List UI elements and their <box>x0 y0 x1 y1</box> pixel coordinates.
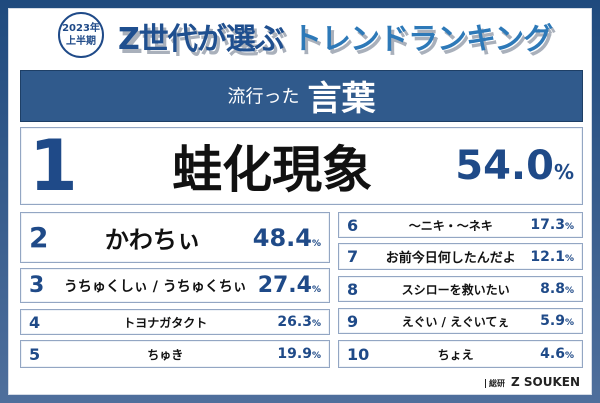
word: ちょえ <box>437 347 474 362</box>
percentage: 27.4% <box>258 273 321 298</box>
rank-number: 10 <box>347 344 370 364</box>
word: かわちぃ <box>104 226 201 254</box>
title-trend-ranking: トレンドランキング <box>292 22 553 57</box>
ranking-item: 10 ちょえ 4.6% <box>338 340 583 368</box>
percent-value: 5.9 <box>540 313 565 329</box>
percent-value: 54.0 <box>455 143 554 189</box>
percentage: 48.4% <box>253 224 321 252</box>
percent-value: 48.4 <box>252 223 312 252</box>
percentage: 19.9% <box>277 346 321 362</box>
percent-sign: % <box>311 351 321 361</box>
percent-sign: % <box>564 222 574 232</box>
rank-number: 8 <box>347 279 359 299</box>
percentage: 17.3% <box>530 217 574 233</box>
period-badge: 2023年上半期 <box>58 12 104 58</box>
percent-sign: % <box>311 285 321 295</box>
percent-value: 4.6 <box>540 346 565 362</box>
word: ちゅき <box>147 347 184 362</box>
ranking-item: 9 えぐい / えぐいてぇ 5.9% <box>338 308 583 334</box>
logo-text: Z SOUKEN <box>510 375 580 389</box>
percent-sign: % <box>564 286 574 296</box>
word: 蛙化現象 <box>172 141 373 199</box>
badge-half: 上半期 <box>66 36 96 47</box>
percent-value: 17.3 <box>530 217 565 233</box>
word: ～ニキ・～ネキ <box>408 218 493 233</box>
percentage: 26.3% <box>277 314 321 330</box>
rank-number: 7 <box>347 247 359 266</box>
ranking-item: 1 蛙化現象 54.0% <box>20 125 583 207</box>
ranking-item: 2 かわちぃ 48.4% <box>20 212 330 263</box>
ranking-item: 8 スシローを救いたい 8.8% <box>338 276 583 302</box>
banner-big: 言葉 <box>307 79 376 119</box>
percent-sign: % <box>553 160 574 184</box>
word: お前今日何したんだよ <box>385 251 516 266</box>
badge-year: 2023年 <box>62 23 100 34</box>
percent-value: 12.1 <box>530 248 565 265</box>
percent-value: 27.4 <box>257 273 312 298</box>
percentage: 8.8% <box>540 281 574 297</box>
banner-small: 流行った <box>227 86 300 108</box>
percent-sign: % <box>311 319 321 329</box>
percent-value: 8.8 <box>540 281 565 297</box>
percentage: 4.6% <box>540 346 574 362</box>
word: トヨナガタクト <box>123 315 208 330</box>
ranking-item: 3 うちゅくしぃ / うちゅくちぃ 27.4% <box>20 268 330 303</box>
ranking-item: 7 お前今日何したんだよ 12.1% <box>338 243 583 270</box>
rank-number: 9 <box>347 311 359 331</box>
percentage: 12.1% <box>530 249 574 265</box>
percent-value: 19.9 <box>277 346 312 362</box>
word: スシローを救いたい <box>401 282 510 297</box>
title-gen-z: Z世代が選ぶ <box>118 22 285 57</box>
logo-mark: 総研 <box>484 379 508 388</box>
percentage: 5.9% <box>540 313 574 329</box>
rank-number: 1 <box>29 125 78 207</box>
percent-value: 26.3 <box>277 314 312 330</box>
rank-number: 3 <box>29 273 45 298</box>
percent-sign: % <box>564 318 574 328</box>
rank-number: 5 <box>29 344 41 364</box>
word: えぐい / えぐいてぇ <box>401 314 510 329</box>
category-banner: 流行った 言葉 <box>20 70 583 122</box>
ranking-item: 5 ちゅき 19.9% <box>20 340 330 368</box>
percent-sign: % <box>564 351 574 361</box>
percent-sign: % <box>564 253 574 264</box>
percent-sign: % <box>311 238 321 249</box>
ranking-item: 6 ～ニキ・～ネキ 17.3% <box>338 212 583 238</box>
rank-number: 2 <box>29 221 49 254</box>
word: うちゅくしぃ / うちゅくちぃ <box>63 278 247 295</box>
zsouken-logo: 総研 Z SOUKEN <box>484 375 580 389</box>
percentage: 54.0% <box>455 143 574 189</box>
rank-number: 6 <box>347 215 359 235</box>
rank-number: 4 <box>29 312 41 332</box>
ranking-item: 4 トヨナガタクト 26.3% <box>20 309 330 335</box>
